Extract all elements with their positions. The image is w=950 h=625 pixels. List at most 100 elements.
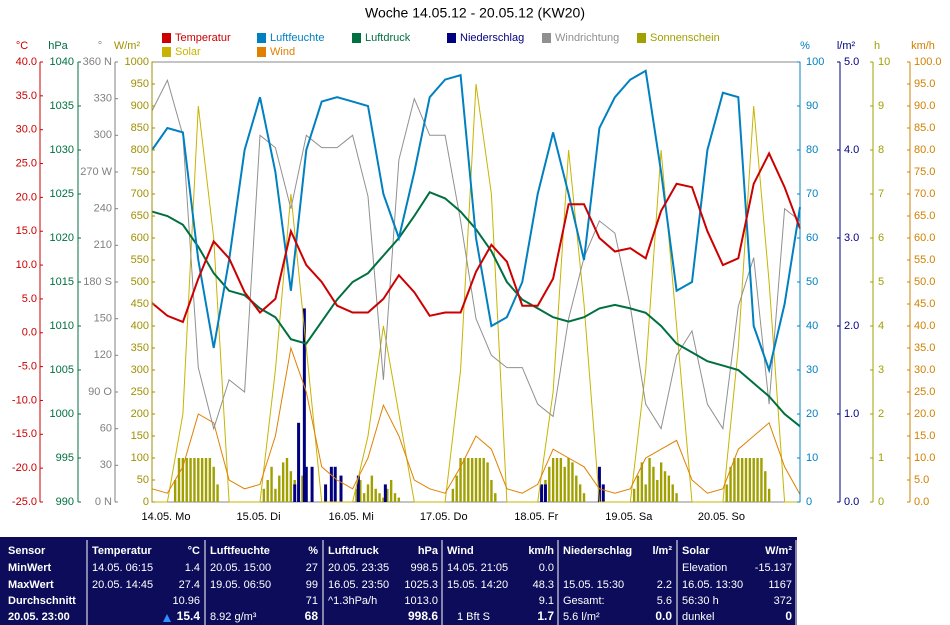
- series-line: [151, 346, 801, 495]
- chart-title: Woche 14.05.12 - 20.05.12 (KW20): [365, 5, 585, 21]
- y-tick-label: 1040: [50, 56, 74, 68]
- cell-text: 16.05. 23:50: [328, 579, 389, 591]
- y-tick-label: 0: [878, 496, 884, 508]
- column-header: Solar: [682, 545, 710, 557]
- y-tick-label: 0.0: [914, 496, 929, 508]
- column-unit: %: [308, 545, 318, 557]
- bar: [185, 458, 188, 502]
- bar: [567, 458, 570, 502]
- x-tick-label: 18.05. Fr: [514, 511, 558, 523]
- y-tick-label: 9: [878, 100, 884, 112]
- y-tick-label: 25.0: [914, 386, 935, 398]
- bar: [389, 480, 393, 502]
- bar: [470, 458, 474, 502]
- bar: [359, 480, 362, 502]
- y-tick-label: 850: [131, 122, 149, 134]
- cell-value: 71: [306, 595, 318, 607]
- x-tick-label: 14.05. Mo: [142, 511, 191, 523]
- y-tick-label: 25.0: [16, 157, 37, 169]
- y-tick-label: 240: [94, 203, 112, 215]
- y-tick-label: 0.0: [844, 496, 859, 508]
- bar: [281, 462, 285, 502]
- cell-text: 20.05. 15:00: [210, 562, 271, 574]
- y-tick-label: 60: [806, 232, 818, 244]
- cell-text: 1 Bft S: [457, 611, 490, 623]
- series-line: [151, 151, 801, 324]
- bar: [297, 422, 301, 502]
- y-tick-label: -20.0: [12, 462, 37, 474]
- y-tick-label: 20.0: [16, 191, 37, 203]
- y-tick-label: 8: [878, 144, 884, 156]
- y-tick-label: 40: [806, 320, 818, 332]
- y-tick-label: 1.0: [844, 408, 859, 420]
- bar: [551, 458, 555, 502]
- y-tick-label: 1030: [50, 144, 74, 156]
- y-tick-label: 450: [131, 298, 149, 310]
- y-tick-label: 30.0: [914, 364, 935, 376]
- bar: [374, 488, 377, 502]
- y-tick-label: 50: [137, 474, 149, 486]
- cell-value: 998.6: [408, 609, 438, 623]
- legend: Temperatur Luftfeuchte Luftdruck Niederschl…: [162, 32, 720, 58]
- bar: [370, 475, 374, 502]
- bar: [760, 458, 763, 502]
- y-tick-label: 70.0: [914, 188, 935, 200]
- legend-label: Sonnenschein: [650, 32, 720, 44]
- bar: [640, 462, 644, 502]
- cell-value: 998.5: [410, 562, 438, 574]
- y-tick-label: -10.0: [12, 394, 37, 406]
- y-tick-label: 1020: [50, 232, 74, 244]
- column-header: Wind: [447, 545, 474, 557]
- bar: [463, 458, 466, 502]
- cell-value: 1.7: [537, 609, 554, 623]
- legend-swatch: [257, 33, 266, 43]
- y-tick-label: 2.0: [844, 320, 859, 332]
- cell-value: 1.4: [185, 562, 200, 574]
- y-tick-label: 70: [806, 188, 818, 200]
- y-tick-label: 330: [94, 93, 112, 105]
- y-tick-label: 1000: [125, 56, 149, 68]
- y-tick-label: 95.0: [914, 78, 935, 90]
- y-tick-label: 700: [131, 188, 149, 200]
- table: Sensor MinWert MaxWert Durchschnitt 20.05. 2…: [8, 540, 797, 625]
- bar: [212, 466, 215, 502]
- y-tick-label: 1005: [50, 364, 74, 376]
- y-tick-label: 180 S: [83, 276, 112, 288]
- bar: [652, 466, 655, 502]
- y-tick-label: 4.0: [844, 144, 859, 156]
- bar: [383, 484, 387, 502]
- plot: [151, 69, 801, 503]
- y-tick-label: 80.0: [914, 144, 935, 156]
- cell-value: 5.6: [657, 595, 672, 607]
- column-header: Luftdruck: [328, 545, 380, 557]
- cell-value: 27.4: [179, 579, 200, 591]
- bar: [189, 458, 192, 502]
- axis-unit: km/h: [911, 40, 935, 52]
- x-tick-label: 17.05. Do: [420, 511, 468, 523]
- bar: [748, 458, 752, 502]
- y-tick-label: 55.0: [914, 254, 935, 266]
- bar: [329, 466, 333, 502]
- cell-value: 0.0: [539, 562, 554, 574]
- y-tick-label: 15.0: [16, 225, 37, 237]
- series-line: [151, 69, 801, 374]
- column-unit: °C: [188, 545, 200, 557]
- bar: [324, 484, 328, 502]
- y-tick-label: 20: [806, 408, 818, 420]
- bar: [597, 466, 601, 502]
- y-tick-label: 100: [806, 56, 824, 68]
- legend-label: Temperatur: [175, 32, 231, 44]
- y-tick-label: 600: [131, 232, 149, 244]
- bar: [355, 488, 358, 502]
- y-tick-label: 10: [878, 56, 890, 68]
- y-tick-label: 1: [878, 452, 884, 464]
- bar: [756, 458, 759, 502]
- bar: [193, 458, 196, 502]
- bar: [548, 466, 551, 502]
- bar: [482, 458, 485, 502]
- bar: [737, 458, 740, 502]
- y-tick-label: -15.0: [12, 428, 37, 440]
- bar: [397, 497, 401, 502]
- bar: [356, 475, 360, 502]
- bar: [262, 488, 266, 502]
